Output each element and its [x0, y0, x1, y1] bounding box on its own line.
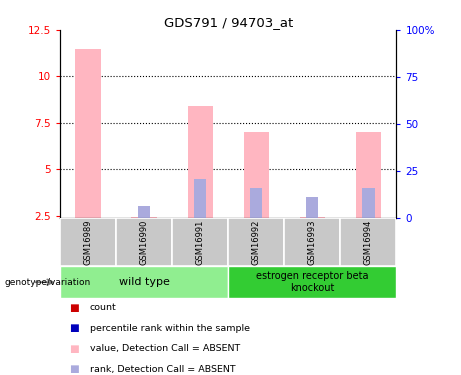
Text: wild type: wild type	[118, 277, 170, 287]
Bar	[228, 266, 396, 298]
Bar	[172, 217, 228, 266]
Bar	[188, 106, 213, 218]
Bar	[60, 217, 116, 266]
Text: percentile rank within the sample: percentile rank within the sample	[90, 324, 250, 333]
Text: rank, Detection Call = ABSENT: rank, Detection Call = ABSENT	[90, 365, 236, 374]
Bar	[340, 217, 396, 266]
Text: value, Detection Call = ABSENT: value, Detection Call = ABSENT	[90, 344, 240, 353]
Bar	[284, 217, 340, 266]
Bar	[116, 217, 172, 266]
Text: ■: ■	[69, 364, 79, 374]
Title: GDS791 / 94703_at: GDS791 / 94703_at	[164, 16, 293, 29]
Text: genotype/variation: genotype/variation	[5, 278, 91, 287]
Text: ■: ■	[69, 303, 79, 312]
Text: GSM16994: GSM16994	[364, 219, 373, 265]
Bar	[306, 197, 319, 217]
Bar	[138, 206, 150, 218]
Text: ■: ■	[69, 323, 79, 333]
Text: count: count	[90, 303, 117, 312]
Bar	[243, 132, 269, 218]
Text: estrogen receptor beta
knockout: estrogen receptor beta knockout	[256, 272, 369, 293]
Text: GSM16991: GSM16991	[195, 219, 205, 265]
Bar	[194, 178, 207, 218]
Bar	[250, 188, 262, 218]
Bar	[362, 188, 375, 218]
Text: GSM16992: GSM16992	[252, 219, 261, 265]
Text: GSM16989: GSM16989	[83, 219, 93, 265]
Bar	[356, 132, 381, 218]
Bar	[75, 49, 100, 217]
Text: ■: ■	[69, 344, 79, 354]
Bar	[228, 217, 284, 266]
Text: GSM16993: GSM16993	[308, 219, 317, 265]
Text: GSM16990: GSM16990	[140, 219, 148, 265]
Bar	[60, 266, 228, 298]
